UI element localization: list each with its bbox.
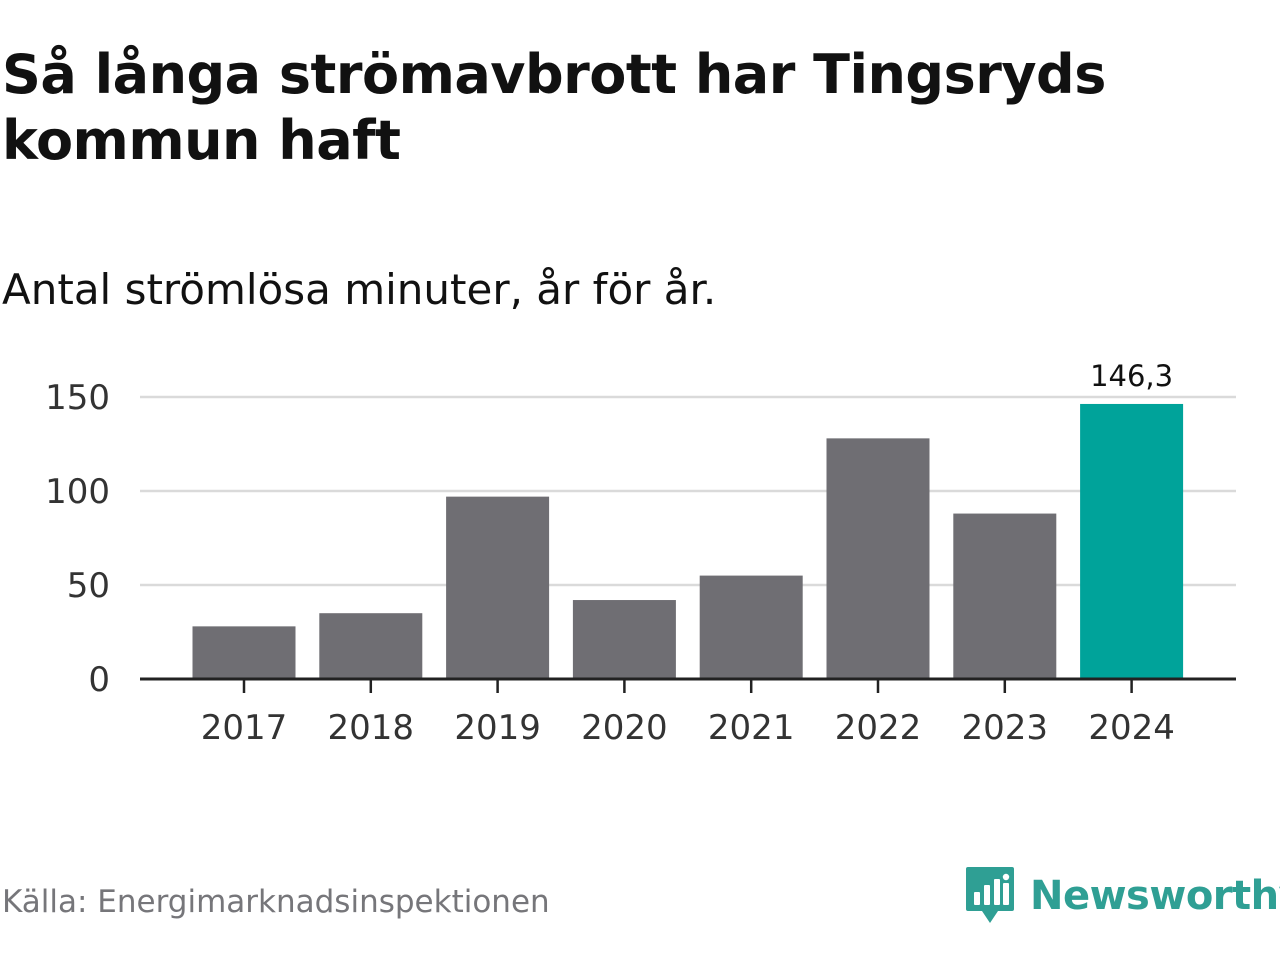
- bar: [192, 626, 296, 679]
- bars: [192, 403, 1184, 679]
- x-tick-label: 2022: [835, 708, 922, 748]
- bar: [953, 513, 1057, 679]
- x-tick-label: 2021: [708, 708, 795, 748]
- bar: [446, 496, 550, 679]
- brand[interactable]: Newsworthy: [964, 864, 1280, 928]
- y-tick-label: 50: [67, 566, 110, 606]
- x-tick-label: 2017: [201, 708, 288, 748]
- bar: [699, 575, 803, 679]
- y-tick-label: 100: [45, 472, 110, 512]
- data-labels: 146,3: [1090, 359, 1173, 393]
- gridlines: [140, 395, 1236, 587]
- source-note: Källa: Energimarknadsinspektionen: [2, 884, 550, 920]
- y-tick-label: 150: [45, 378, 110, 418]
- chart-title: Så långa strömavbrott har Tingsryds komm…: [2, 43, 1106, 172]
- x-tick-label: 2020: [581, 708, 668, 748]
- bar: [319, 613, 423, 679]
- data-label: 146,3: [1090, 359, 1173, 393]
- x-axis: 2017 2018 2019 2020 2021 2022 2023 2024: [140, 677, 1236, 748]
- x-tick-label: 2018: [328, 708, 415, 748]
- chart-subtitle: Antal strömlösa minuter, år för år.: [2, 265, 717, 314]
- bar: [572, 600, 676, 679]
- x-tick-label: 2023: [962, 708, 1049, 748]
- brand-name: Newsworthy: [1030, 873, 1280, 919]
- y-axis-tick-labels: 0 50 100 150: [45, 378, 110, 700]
- bar: [826, 438, 930, 679]
- x-tick-label: 2024: [1088, 708, 1175, 748]
- y-tick-label: 0: [88, 660, 110, 700]
- newsworthy-logo-icon: [966, 867, 1014, 923]
- bar: [1080, 403, 1184, 679]
- x-tick-label: 2019: [454, 708, 541, 748]
